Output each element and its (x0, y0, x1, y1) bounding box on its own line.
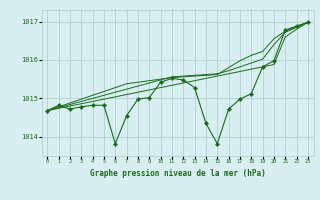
X-axis label: Graphe pression niveau de la mer (hPa): Graphe pression niveau de la mer (hPa) (90, 169, 266, 178)
